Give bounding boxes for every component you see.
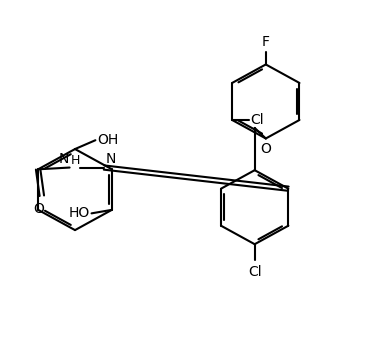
Text: O: O bbox=[33, 202, 44, 216]
Text: O: O bbox=[260, 142, 271, 156]
Text: N: N bbox=[59, 152, 69, 166]
Text: OH: OH bbox=[97, 133, 118, 147]
Text: N: N bbox=[106, 152, 116, 166]
Text: H: H bbox=[71, 154, 80, 167]
Text: Cl: Cl bbox=[248, 265, 261, 279]
Text: F: F bbox=[262, 35, 270, 49]
Text: Cl: Cl bbox=[251, 113, 264, 127]
Text: HO: HO bbox=[68, 206, 90, 221]
